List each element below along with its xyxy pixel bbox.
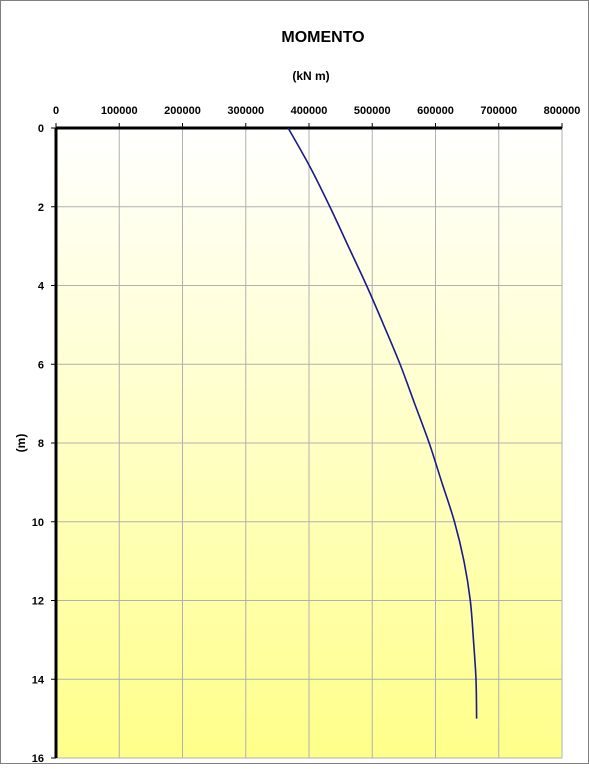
x-tick-label: 800000 [544,105,581,117]
x-tick-label: 600000 [417,105,454,117]
x-tick-label: 300000 [227,105,264,117]
grid-lines [56,128,563,759]
momento-line [287,127,478,719]
y-tick-label: 8 [38,438,44,450]
y-tick-label: 14 [32,674,45,686]
y-tick-label: 2 [38,202,44,214]
axes [51,123,563,759]
y-tick-label: 0 [38,123,44,135]
series-lines [287,127,478,719]
x-tick-label: 400000 [291,105,328,117]
x-tick-label: 700000 [480,105,517,117]
y-axis-label: (m) [14,434,28,453]
chart-title: MOMENTO [281,29,364,46]
chart-subtitle: (kN m) [292,69,329,83]
y-tick-label: 6 [38,359,44,371]
x-tick-label: 200000 [164,105,201,117]
y-tick-label: 12 [32,596,44,608]
x-tick-label: 100000 [101,105,138,117]
x-tick-label: 0 [53,105,59,117]
y-tick-label: 16 [32,753,44,764]
tick-labels: 0 100000 200000 300000 400000 500000 600000 700… [32,105,581,765]
y-tick-label: 10 [32,517,44,529]
y-tick-label: 4 [38,281,45,293]
x-tick-label: 500000 [354,105,391,117]
